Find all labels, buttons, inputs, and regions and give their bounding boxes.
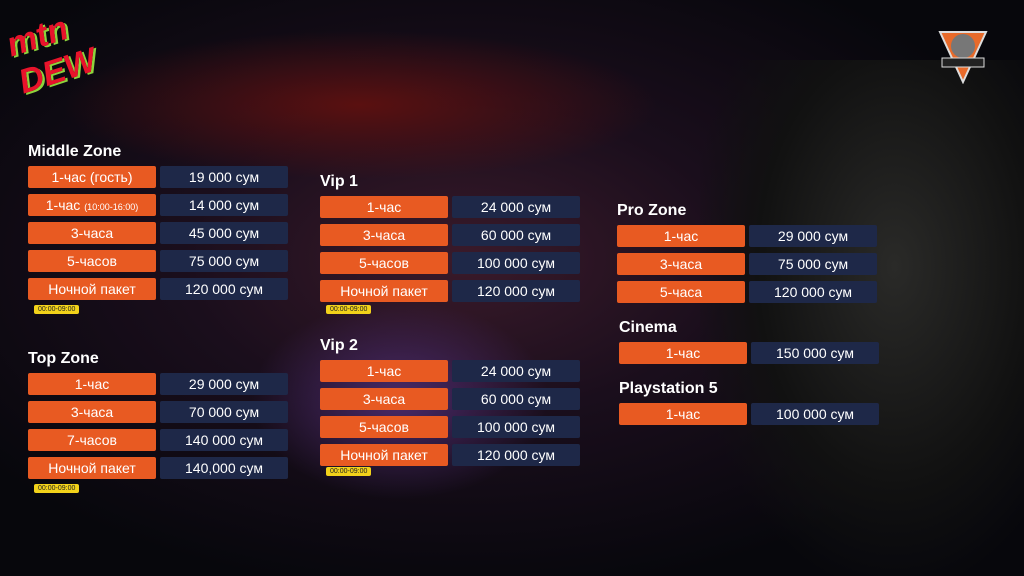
section-title: Cinema <box>619 319 677 336</box>
duration-label: 1-час <box>320 196 448 218</box>
duration-label: Ночной пакет <box>28 457 156 479</box>
soldier-image <box>700 60 1024 576</box>
duration-label: 3-часа <box>320 224 448 246</box>
section-title: Vip 1 <box>320 173 358 190</box>
duration-label: 5-часов <box>320 416 448 438</box>
duration-label: 3-часа <box>28 222 156 244</box>
duration-label: 5-часов <box>320 252 448 274</box>
duration-label: Ночной пакет <box>320 280 448 302</box>
price: 140 000 сум <box>160 429 288 451</box>
pro-zone-section: Pro Zone 1-час 29 000 сум 3-часа 75 000 су… <box>617 202 877 309</box>
night-time-badge: 00:00-09:00 <box>326 305 372 314</box>
duration-label: Ночной пакет <box>320 444 448 466</box>
section-title: Middle Zone <box>28 143 122 160</box>
duration-label: 1-час (10:00-16:00) <box>28 194 156 216</box>
middle-zone-section: Middle Zone 1-час (гость) 19 000 сум 1-ча… <box>28 143 288 314</box>
duration-label: 3-часа <box>617 253 745 275</box>
duration-label: 1-час <box>619 403 747 425</box>
price: 60 000 сум <box>452 388 580 410</box>
price: 29 000 сум <box>749 225 877 247</box>
section-title: Top Zone <box>28 350 99 367</box>
price: 120 000 сум <box>452 444 580 466</box>
price: 24 000 сум <box>452 360 580 382</box>
price: 120 000 сум <box>452 280 580 302</box>
section-title: Pro Zone <box>617 202 687 219</box>
be-zone-logo <box>938 31 988 84</box>
duration-label: 1-час (гость) <box>28 166 156 188</box>
price: 75 000 сум <box>160 250 288 272</box>
price: 100 000 сум <box>452 252 580 274</box>
top-zone-section: Top Zone 1-час 29 000 сум 3-часа 70 000 су… <box>28 350 288 493</box>
price: 140,000 сум <box>160 457 288 479</box>
playstation-section: Playstation 5 1-час 100 000 сум <box>619 380 879 431</box>
price: 19 000 сум <box>160 166 288 188</box>
price: 120 000 сум <box>749 281 877 303</box>
vip2-section: Vip 2 1-час 24 000 сум 3-часа 60 000 сум 5… <box>320 337 580 476</box>
price: 150 000 сум <box>751 342 879 364</box>
price: 70 000 сум <box>160 401 288 423</box>
duration-label: 1-час <box>320 360 448 382</box>
duration-hours: (10:00-16:00) <box>84 202 139 212</box>
price: 120 000 сум <box>160 278 288 300</box>
duration-label: 1-час <box>617 225 745 247</box>
section-title: Playstation 5 <box>619 380 718 397</box>
duration-label: 1-час <box>619 342 747 364</box>
background-light <box>60 30 660 180</box>
night-time-badge: 00:00-09:00 <box>34 484 80 493</box>
duration-label: Ночной пакет <box>28 278 156 300</box>
duration-label: 3-часа <box>320 388 448 410</box>
price: 14 000 сум <box>160 194 288 216</box>
price: 24 000 сум <box>452 196 580 218</box>
price: 100 000 сум <box>452 416 580 438</box>
vip1-section: Vip 1 1-час 24 000 сум 3-часа 60 000 сум 5… <box>320 173 580 314</box>
price: 60 000 сум <box>452 224 580 246</box>
duration-label: 7-часов <box>28 429 156 451</box>
night-time-badge: 00:00-09:00 <box>326 467 372 476</box>
price: 75 000 сум <box>749 253 877 275</box>
duration-label: 5-часов <box>28 250 156 272</box>
duration-label: 1-час <box>28 373 156 395</box>
price: 29 000 сум <box>160 373 288 395</box>
duration-label: 5-часа <box>617 281 745 303</box>
duration-text: 1-час <box>45 197 81 213</box>
section-title: Vip 2 <box>320 337 358 354</box>
price: 100 000 сум <box>751 403 879 425</box>
duration-label: 3-часа <box>28 401 156 423</box>
price: 45 000 сум <box>160 222 288 244</box>
night-time-badge: 00:00-09:00 <box>34 305 80 314</box>
cinema-section: Cinema 1-час 150 000 сум <box>619 319 879 370</box>
